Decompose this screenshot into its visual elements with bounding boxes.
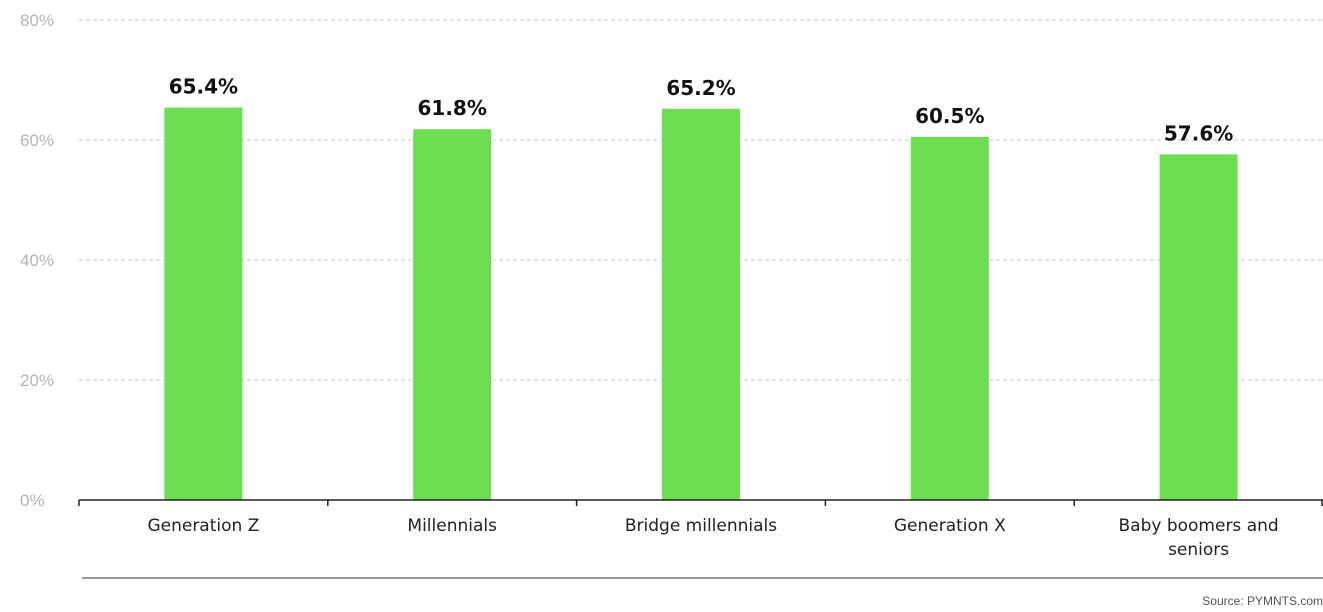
bar <box>1159 154 1238 500</box>
x-category-label-line: Generation X <box>894 516 1006 536</box>
x-category-label-line: Baby boomers and <box>1119 516 1279 536</box>
bar-value-label: 57.6% <box>1164 121 1233 145</box>
x-category-label: Generation Z <box>147 516 259 536</box>
bar-value-label: 61.8% <box>418 96 487 120</box>
bar-value-label: 65.4% <box>169 75 238 99</box>
y-tick-label: 0% <box>20 491 45 510</box>
bar-value-label: 60.5% <box>915 104 984 128</box>
bar <box>164 107 243 500</box>
x-category-label: Millennials <box>407 516 497 536</box>
label-layer: 0% 20% 40% 60% 80% 65.4% Generation Z 61.8% Mill… <box>20 11 1279 560</box>
axis-layer <box>78 499 1323 579</box>
x-category-label: Generation X <box>894 516 1006 536</box>
bar <box>662 108 740 501</box>
x-category-label-line: Generation Z <box>147 516 259 536</box>
y-tick-label: 20% <box>20 371 54 390</box>
source-note: Source: PYMNTS.com <box>1202 594 1323 608</box>
bar-value-label: 65.2% <box>666 76 735 100</box>
x-category-label-line: seniors <box>1168 540 1229 560</box>
bar <box>413 129 492 500</box>
bar-layer <box>164 107 1238 501</box>
y-tick-label: 80% <box>20 11 54 30</box>
x-category-label-line: Bridge millennials <box>625 516 777 536</box>
bar <box>910 137 989 500</box>
y-tick-label: 60% <box>20 131 54 150</box>
x-category-label-line: Millennials <box>407 516 497 536</box>
x-category-label: Baby boomers and seniors <box>1119 516 1279 560</box>
grid-layer <box>79 19 1323 381</box>
y-tick-label: 40% <box>20 251 54 270</box>
x-category-label: Bridge millennials <box>625 516 777 536</box>
